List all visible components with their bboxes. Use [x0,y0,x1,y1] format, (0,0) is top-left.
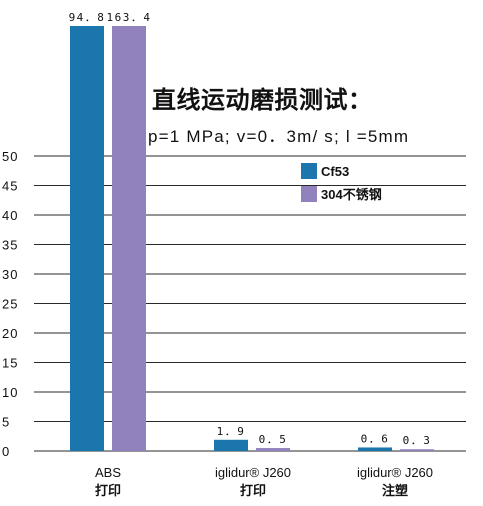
y-tick-label: 50 [2,149,18,164]
bar [70,26,104,451]
bar [112,26,146,451]
legend-swatch-cf53 [301,163,317,179]
y-axis-ticks: 0 5 10 15 20 25 30 35 40 45 50 [2,149,18,459]
y-tick-label: 15 [2,356,18,371]
grid-lines [34,155,466,452]
category-label-line1: ABS [94,465,121,480]
bar-value-label: 0．5 [259,433,288,446]
y-tick-label: 20 [2,326,18,341]
chart-title: 直线运动磨损测试： [152,87,373,114]
bar-value-label: 94．8 [69,11,106,24]
y-tick-label: 45 [2,179,18,194]
legend-label-304-steel: 304不锈钢 [321,187,382,202]
category-label-abs: ABS 打印 [43,464,173,500]
category-label-line2: 注塑 [381,483,408,498]
bar-value-labels: 94．8 1．9 0．6 163．4 0．5 0．3 [69,11,432,447]
bar-value-label: 1．9 [217,425,246,438]
bar [256,448,290,451]
y-tick-label: 10 [2,385,18,400]
legend-swatch-304-steel [301,185,317,202]
chart-subtitle: p=1 MPa; v=0．3m/ s; l =5mm [148,127,410,146]
y-tick-label: 5 [2,415,10,430]
bar-value-label: 0．6 [361,432,390,445]
legend-item-cf53: Cf53 [301,163,349,179]
bar-value-label: 0．3 [403,434,432,447]
y-tick-label: 25 [2,297,18,312]
y-tick-label: 0 [2,444,10,459]
bars [70,26,434,451]
y-tick-label: 40 [2,208,18,223]
category-label-line2: 打印 [239,483,266,498]
bar-value-label: 163．4 [107,11,152,24]
category-label-j260-printed: iglidur® J260 打印 [188,464,318,500]
bar [358,447,392,451]
category-label-line2: 打印 [94,483,121,498]
legend-item-304-steel: 304不锈钢 [301,184,382,203]
y-tick-label: 35 [2,238,18,253]
y-tick-label: 30 [2,267,18,282]
category-label-line1: iglidur® J260 [356,465,434,480]
category-label-line1: iglidur® J260 [214,465,292,480]
category-label-j260-molded: iglidur® J260 注塑 [330,464,460,500]
legend-label-cf53: Cf53 [321,163,350,179]
bar [214,439,248,451]
bar [400,449,434,451]
